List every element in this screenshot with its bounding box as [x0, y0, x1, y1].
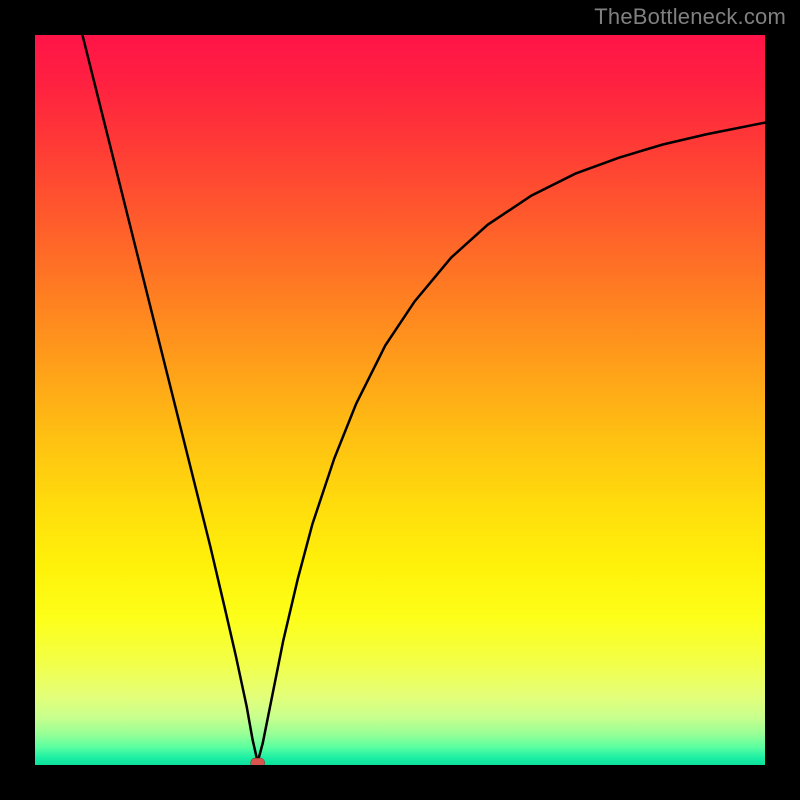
bottleneck-chart — [0, 0, 800, 800]
watermark-text: TheBottleneck.com — [594, 4, 786, 30]
chart-frame: TheBottleneck.com — [0, 0, 800, 800]
plot-background — [35, 35, 765, 765]
